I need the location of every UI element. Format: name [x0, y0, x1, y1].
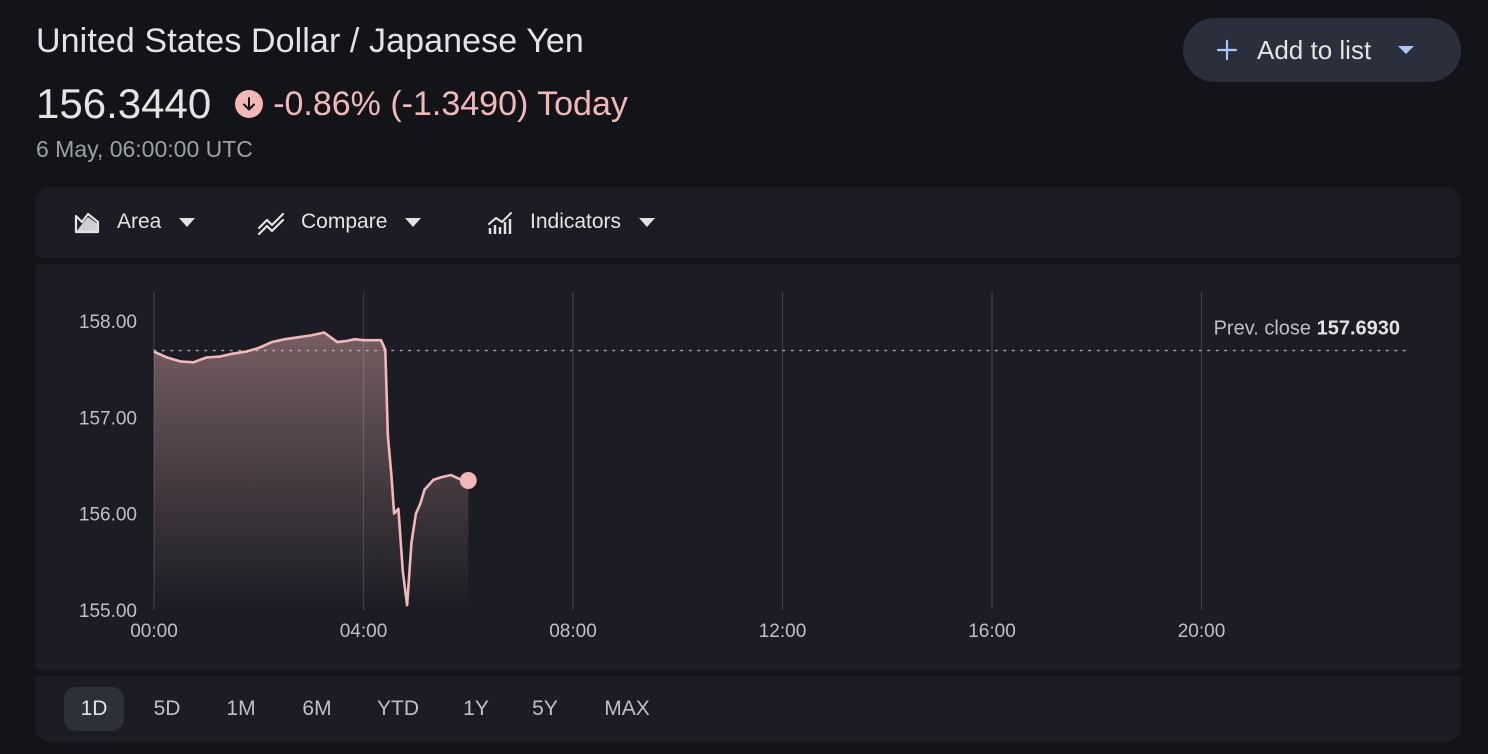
price-area-fill [154, 332, 469, 610]
range-ytd[interactable]: YTD [377, 697, 419, 720]
range-1d[interactable]: 1D [64, 687, 124, 731]
x-tick-label: 08:00 [549, 621, 597, 642]
price-row: 156.3440 -0.86% (-1.3490) Today [36, 80, 628, 128]
y-tick-label: 155.00 [79, 601, 137, 622]
compare-label: Compare [301, 210, 388, 233]
caret-down-icon [1398, 46, 1415, 54]
area-chart-icon [74, 212, 100, 234]
y-tick-label: 158.00 [79, 312, 137, 333]
compare-dropdown[interactable]: Compare [257, 187, 422, 257]
indicators-label: Indicators [530, 210, 622, 233]
range-max[interactable]: MAX [604, 697, 650, 720]
time-range-selector: 1D 5D 1M 6M YTD 1Y 5Y MAX [35, 676, 1461, 742]
x-tick-label: 04:00 [340, 621, 388, 642]
caret-down-icon [405, 217, 422, 227]
range-6m[interactable]: 6M [302, 697, 332, 720]
current-price: 156.3440 [36, 80, 212, 127]
price-line [153, 331, 469, 607]
caret-down-icon [179, 217, 196, 227]
indicators-dropdown[interactable]: Indicators [486, 187, 656, 257]
range-5y[interactable]: 5Y [532, 697, 558, 720]
page-title: United States Dollar / Japanese Yen [36, 22, 584, 60]
x-tick-label: 12:00 [759, 621, 807, 642]
prev-close-label: Prev. close 157.6930 [1214, 317, 1400, 339]
last-price-point [459, 471, 477, 489]
timestamp: 6 May, 06:00:00 UTC [36, 136, 253, 162]
chart-type-label: Area [117, 210, 162, 233]
arrow-down-icon [235, 90, 264, 118]
chart-toolbar: Area Compare Indicators [35, 187, 1461, 257]
caret-down-icon [639, 217, 656, 227]
x-tick-label: 00:00 [130, 621, 178, 642]
price-chart[interactable]: 00:00 04:00 08:00 12:00 16:00 20:00 158.00 157.… [35, 264, 1461, 670]
compare-icon [257, 212, 285, 236]
y-tick-label: 157.00 [79, 408, 137, 429]
range-1y[interactable]: 1Y [463, 697, 489, 720]
range-5d[interactable]: 5D [153, 697, 181, 720]
indicators-icon [488, 212, 512, 234]
price-chart-svg[interactable]: 00:00 04:00 08:00 12:00 16:00 20:00 158.00 157.… [35, 264, 1461, 670]
range-1m[interactable]: 1M [226, 697, 256, 720]
x-tick-label: 20:00 [1178, 621, 1226, 642]
chart-type-dropdown[interactable]: Area [73, 187, 196, 257]
add-to-list-label: Add to list [1257, 34, 1372, 65]
plus-icon [1216, 39, 1238, 61]
price-change: -0.86% (-1.3490) Today [273, 84, 628, 123]
add-to-list-button[interactable]: Add to list [1183, 18, 1461, 82]
y-tick-label: 156.00 [79, 505, 137, 526]
x-tick-label: 16:00 [968, 621, 1016, 642]
